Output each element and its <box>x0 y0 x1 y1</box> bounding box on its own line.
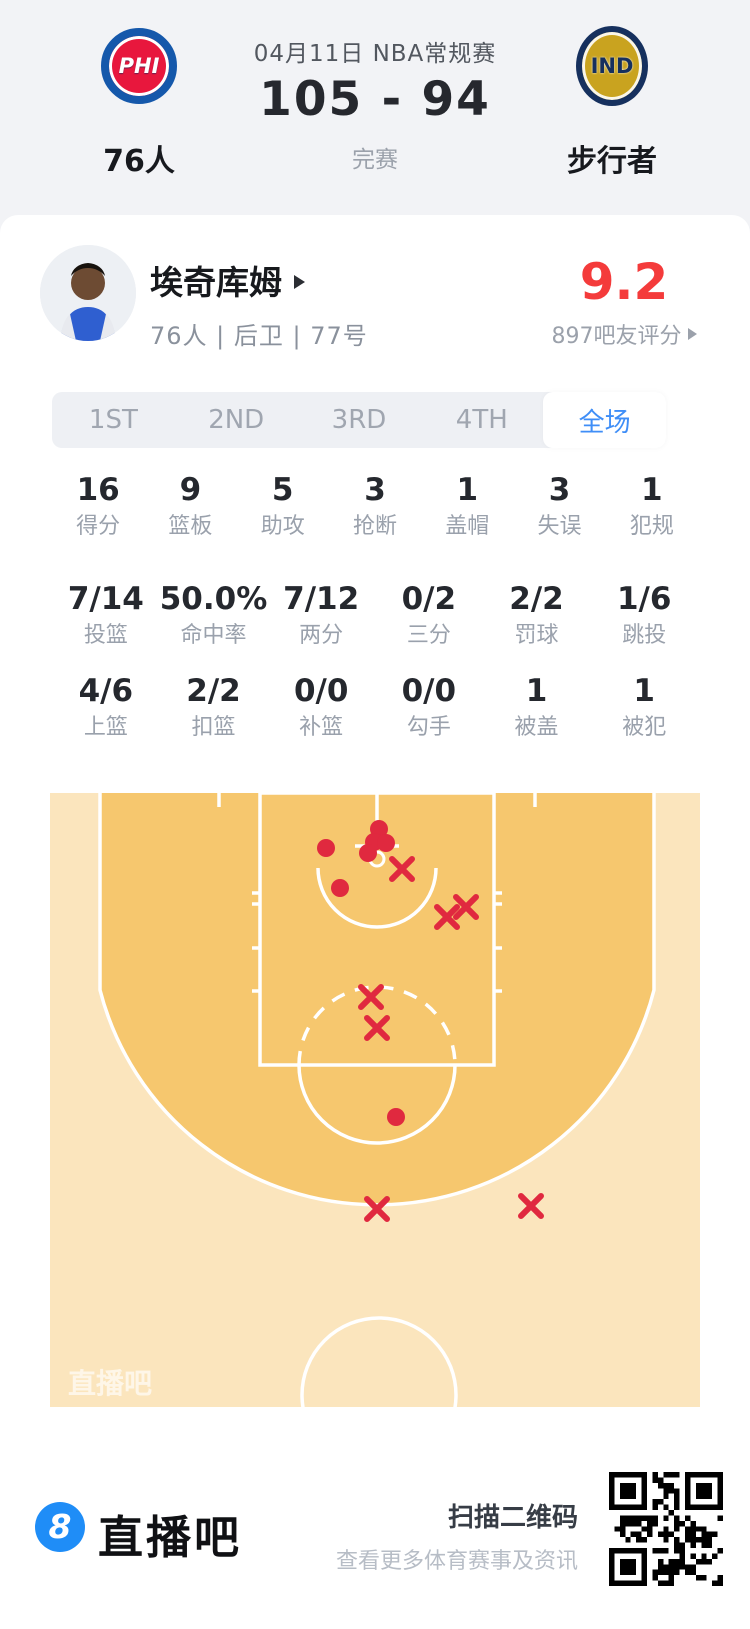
missed-shot-marker <box>453 894 479 920</box>
made-shot-marker <box>377 834 395 852</box>
qr-code-image <box>609 1472 723 1586</box>
missed-shot-marker <box>364 1015 390 1041</box>
stat-ft: 2/2 罚球 <box>509 581 564 648</box>
missed-shot-marker <box>364 1196 390 1222</box>
quarter-tabbar: 1ST 2ND 3RD 4TH 全场 <box>52 392 666 448</box>
stat-turnovers: 3 失误 <box>537 472 582 539</box>
missed-shot-marker <box>358 984 384 1010</box>
stat-assists: 5 助攻 <box>260 472 305 539</box>
stat-rebounds: 9 篮板 <box>168 472 213 539</box>
tab-full-game[interactable]: 全场 <box>543 392 666 448</box>
free-throw-circle-dashed <box>297 985 457 1066</box>
stat-2pt: 7/12 两分 <box>283 581 360 648</box>
player-name-link[interactable]: 埃奇库姆 <box>150 258 305 302</box>
home-team-name: 76人 <box>103 144 175 179</box>
qr-subtitle: 查看更多体育赛事及资讯 <box>335 1549 578 1574</box>
court-svg: 直播吧 <box>50 791 700 1474</box>
missed-shot-marker <box>389 856 415 882</box>
tab-3rd[interactable]: 3RD <box>331 405 387 435</box>
tab-4th[interactable]: 4TH <box>455 405 508 435</box>
stat-3pt: 0/2 三分 <box>401 581 457 648</box>
stat-steals: 3 抢断 <box>352 472 397 539</box>
baseline-tick-marks <box>217 793 537 807</box>
stat-fouled: 1 被犯 <box>622 673 667 740</box>
lane-hash-marks <box>252 891 502 993</box>
stat-row-shot-types: 4/6 上篮 2/2 扣篮 0/0 补篮 0/0 勾手 1 被盖 1 被犯 <box>52 673 698 741</box>
player-avatar-image <box>40 245 136 341</box>
stat-hook: 0/0 勾手 <box>401 673 457 740</box>
away-team-name: 步行者 <box>567 144 657 179</box>
stat-blocked: 1 被盖 <box>514 673 559 740</box>
stat-tipin: 0/0 补篮 <box>293 673 349 740</box>
player-name: 埃奇库姆 <box>150 263 282 302</box>
qr-title: 扫描二维码 <box>447 1503 578 1533</box>
stat-fg: 7/14 投篮 <box>67 581 144 648</box>
stat-fouls: 1 犯规 <box>629 472 674 539</box>
footer-text: 扫描二维码 查看更多体育赛事及资讯 <box>258 1497 578 1575</box>
player-meta: 76人 | 后卫 | 77号 <box>150 322 368 350</box>
stat-row-basic: 16 得分 9 篮板 5 助攻 3 抢断 1 盖帽 3 失误 1 犯规 <box>52 472 698 540</box>
made-shot-marker <box>317 839 335 857</box>
match-score: 105 - 94 <box>259 72 491 127</box>
made-shot-marker <box>359 844 377 862</box>
player-rating: 9.2 897吧友评分 <box>514 254 734 350</box>
qr-code <box>609 1472 723 1586</box>
missed-shot-marker <box>434 904 460 930</box>
free-throw-circle-solid <box>297 1064 457 1145</box>
shot-chart: 直播吧 <box>50 791 700 1474</box>
home-team-abbr: PHI <box>118 54 160 78</box>
zhibo8-logo-icon: 8 <box>35 1502 85 1552</box>
stat-fg-pct: 50.0% 命中率 <box>159 581 268 648</box>
tab-2nd[interactable]: 2ND <box>208 405 265 435</box>
stat-dunk: 2/2 扣篮 <box>186 673 241 740</box>
rating-value: 9.2 <box>579 253 669 311</box>
made-shot-marker <box>387 1108 405 1126</box>
stat-layup: 4/6 上篮 <box>78 673 134 740</box>
match-date: 04月11日 NBA常规赛 <box>253 41 497 67</box>
home-team-logo[interactable]: PHI <box>101 28 177 104</box>
rating-votes-link[interactable]: 897吧友评分 <box>552 318 697 350</box>
stat-points: 16 得分 <box>76 472 121 539</box>
stat-jumpshot: 1/6 跳投 <box>616 581 672 648</box>
footer-brand: 直播吧 <box>98 1511 243 1564</box>
made-shot-marker <box>331 879 349 897</box>
court-watermark: 直播吧 <box>68 1367 152 1400</box>
rating-votes-label: 897吧友评分 <box>551 324 682 349</box>
zhibo8-logo-glyph: 8 <box>48 1507 72 1546</box>
stat-blocks: 1 盖帽 <box>445 472 490 539</box>
restricted-area-arc <box>316 867 438 929</box>
rating-caret-icon <box>687 328 697 340</box>
shot-marker-layer <box>317 820 544 1222</box>
away-team-abbr: IND <box>590 54 634 78</box>
away-team-logo[interactable]: IND <box>576 26 648 106</box>
player-name-caret-icon <box>294 274 305 289</box>
player-avatar <box>40 245 136 341</box>
match-status: 完赛 <box>352 147 398 173</box>
missed-shot-marker <box>518 1193 544 1219</box>
stat-row-shooting: 7/14 投篮 50.0% 命中率 7/12 两分 0/2 三分 2/2 罚球 1/6 跳投 <box>52 581 698 649</box>
tab-1st[interactable]: 1ST <box>88 405 138 435</box>
